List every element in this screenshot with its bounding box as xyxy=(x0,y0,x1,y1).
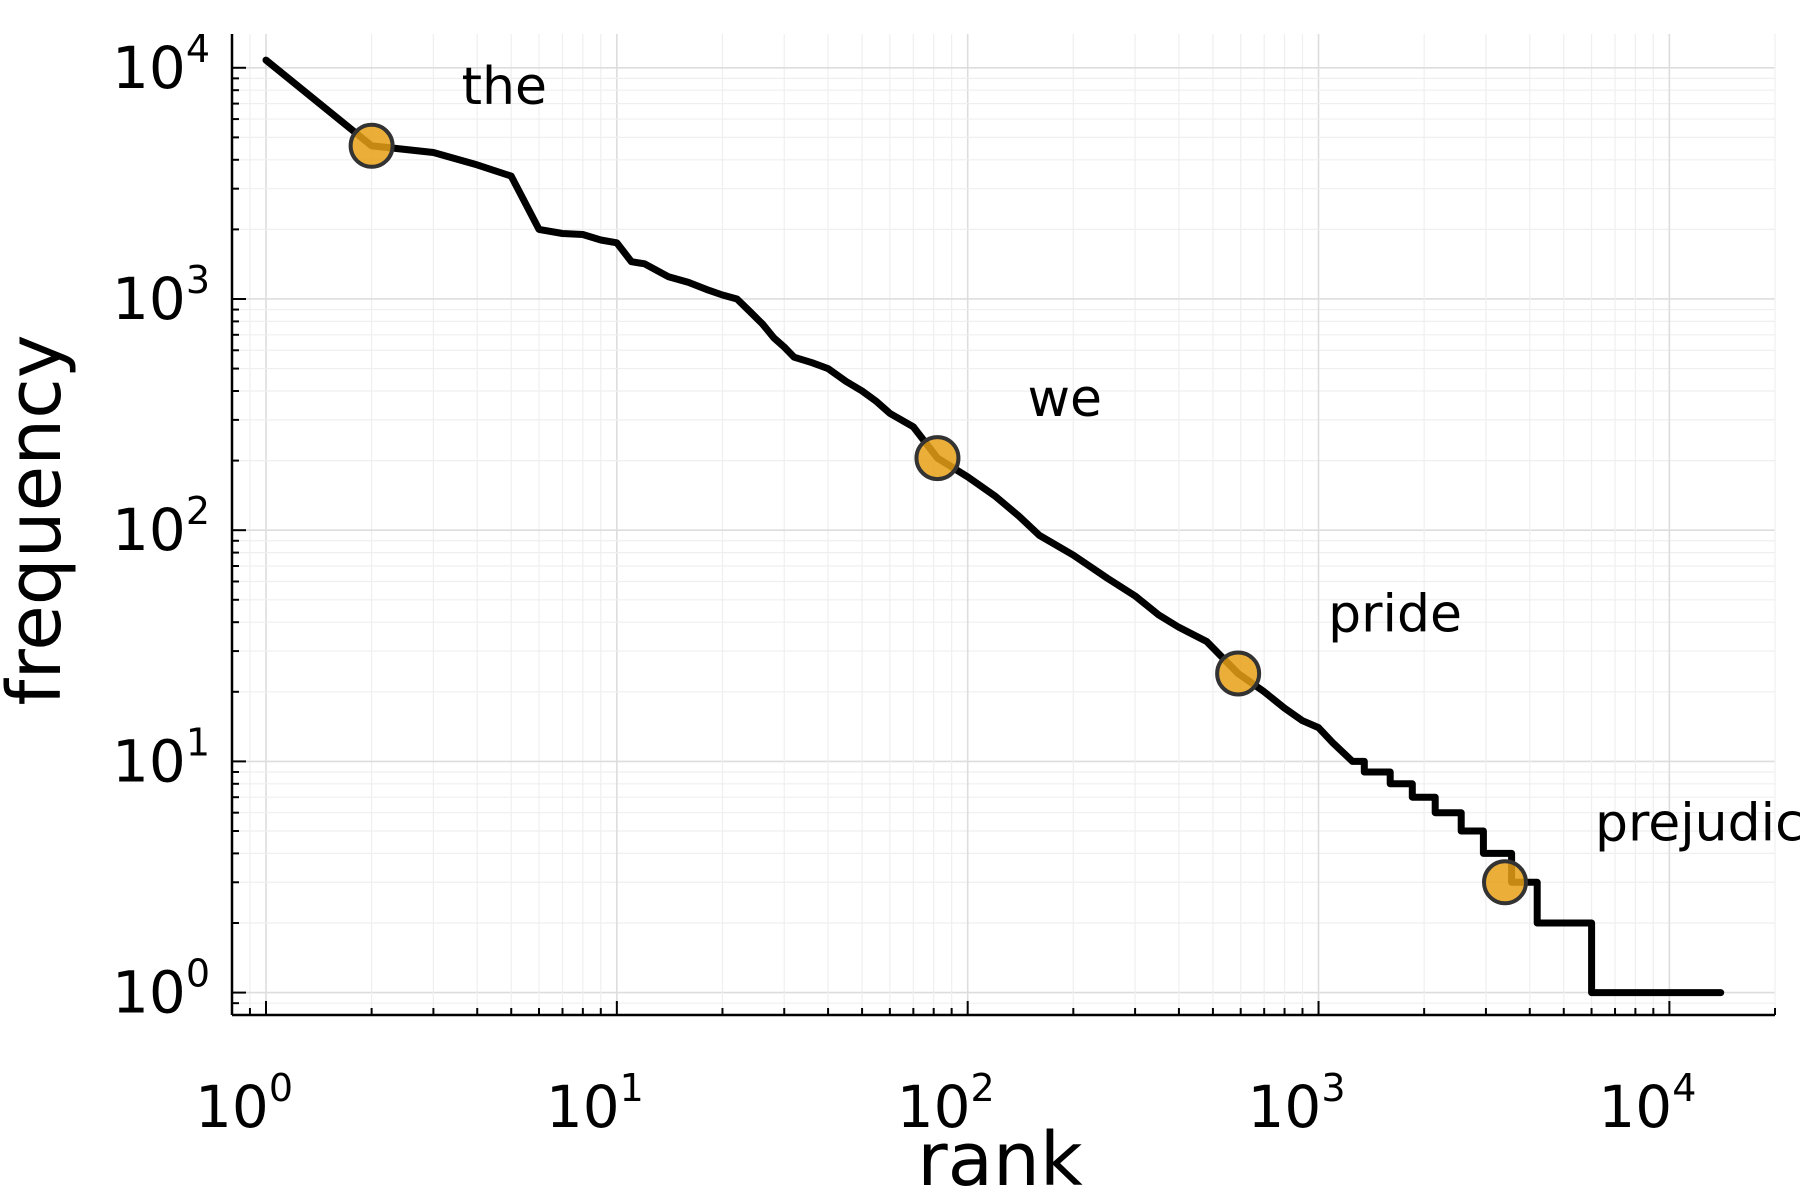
annotations: the we pride prejudice xyxy=(462,57,1800,854)
highlight-marker-pride xyxy=(1215,650,1262,697)
series xyxy=(262,56,1725,997)
highlight-marker-the xyxy=(348,122,395,169)
highlight-marker-we xyxy=(914,435,961,482)
x-tick-label: 103 xyxy=(1248,1066,1346,1141)
highlight-marker-prejudice xyxy=(1482,859,1529,906)
y-tick-label: 100 xyxy=(112,952,210,1027)
axes xyxy=(230,34,1776,1017)
x-axis-label: rank xyxy=(917,1117,1083,1200)
annotation-the: the xyxy=(462,57,547,117)
tick-labels: 100 101 102 103 104 100 101 102 103 104 xyxy=(112,27,1696,1141)
x-tick-label: 101 xyxy=(546,1066,644,1141)
frequency-rank-line xyxy=(262,56,1725,997)
highlight-markers xyxy=(348,122,1529,906)
x-tick-label: 102 xyxy=(897,1066,995,1141)
y-tick-label: 101 xyxy=(112,720,210,795)
y-axis-label: frequency xyxy=(0,334,78,705)
x-tick-label: 100 xyxy=(195,1066,293,1141)
grid xyxy=(231,34,1776,1016)
annotation-prejudice: prejudice xyxy=(1595,793,1800,853)
y-tick-label: 103 xyxy=(112,258,210,333)
annotation-we: we xyxy=(1027,369,1102,429)
y-tick-label: 102 xyxy=(112,489,210,564)
y-tick-label: 104 xyxy=(112,27,210,102)
annotation-pride: pride xyxy=(1328,584,1462,644)
x-tick-label: 104 xyxy=(1598,1066,1696,1141)
